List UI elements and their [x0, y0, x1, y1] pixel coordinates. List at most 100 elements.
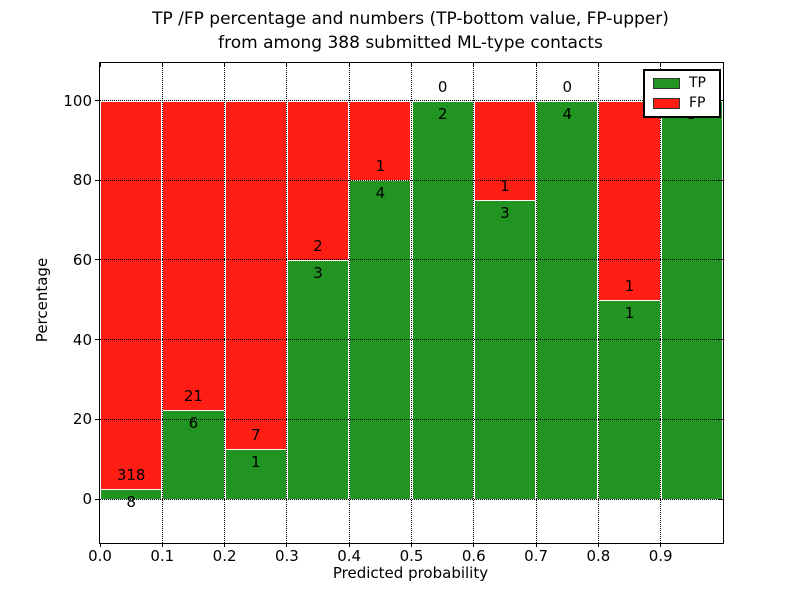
x-tick-mark [224, 543, 226, 547]
gridline-vertical [535, 63, 537, 543]
gridline-horizontal [100, 498, 723, 500]
y-tick-mark [95, 179, 99, 181]
y-tick-label: 40 [72, 330, 92, 349]
fp-count-label-0.7–0.8: 0 [562, 77, 573, 96]
x-tick-mark [286, 543, 288, 547]
plot-area: 318821671231402130411050.00.10.20.30.40.… [63, 62, 724, 565]
x-tick-mark [99, 543, 101, 547]
x-tick-mark [535, 63, 537, 67]
bar-segment-tp-0.1–0.2 [162, 410, 225, 499]
tp-count-label-0.3–0.4: 3 [313, 263, 323, 282]
legend-label-fp: FP [689, 95, 706, 111]
fp-count-label-0.8–0.9: 1 [624, 276, 635, 295]
gridline-vertical [161, 63, 163, 543]
y-tick-label: 60 [72, 250, 92, 269]
y-tick-label: 0 [82, 490, 92, 508]
bar-segment-tp-0.0–0.1 [100, 489, 163, 499]
bar-segment-fp-0.0–0.1 [100, 100, 163, 490]
legend-entry-tp: TP [653, 74, 713, 93]
x-tick-mark [99, 63, 101, 67]
tp-count-label-0.8–0.9: 1 [624, 303, 635, 322]
tp-count-label-0.6–0.7: 3 [500, 204, 510, 223]
gridline-vertical [224, 63, 226, 543]
legend-label-tp: TP [689, 75, 706, 91]
x-tick-mark [660, 63, 662, 67]
tp-swatch-icon [653, 78, 680, 89]
y-tick-label: 80 [72, 171, 92, 190]
fp-count-label-0.1–0.2: 21 [183, 387, 203, 406]
tp-count-label-0.2–0.3: 1 [250, 453, 261, 472]
y-tick-mark [719, 100, 723, 101]
x-tick-label: 0.8 [586, 547, 611, 565]
y-tick-mark [95, 498, 99, 500]
x-tick-label: 0.5 [399, 547, 424, 565]
x-axis-label: Predicted probability [332, 564, 489, 582]
y-tick-label: 20 [72, 410, 92, 429]
y-tick-mark [95, 339, 99, 341]
x-tick-mark [597, 63, 599, 67]
y-tick-mark [719, 179, 723, 181]
gridline-horizontal [100, 179, 723, 181]
y-tick-mark [95, 100, 99, 101]
x-tick-mark [348, 63, 350, 67]
tp-count-label-0.1–0.2: 6 [188, 414, 199, 433]
fp-count-label-0.6–0.7: 1 [500, 177, 510, 196]
y-tick-mark [719, 339, 723, 341]
bar-segment-tp-0.8–0.9 [598, 299, 661, 499]
y-tick-mark [95, 418, 99, 420]
x-tick-mark [286, 63, 288, 67]
x-tick-label: 0.6 [461, 547, 486, 565]
bar-segment-tp-0.5–0.6 [411, 100, 474, 499]
tp-count-label-0.5–0.6: 2 [437, 104, 448, 123]
fp-count-label-0.5–0.6: 0 [437, 77, 448, 96]
x-tick-mark [597, 543, 599, 547]
y-axis-label: Percentage [33, 257, 51, 343]
chart-title-line2: from among 388 submitted ML-type contact… [218, 33, 603, 53]
gridline-horizontal [100, 100, 723, 101]
legend-entry-fp: FP [653, 94, 713, 113]
bar-segment-tp-0.7–0.8 [536, 100, 599, 499]
gridline-vertical [411, 63, 412, 543]
x-tick-mark [473, 63, 475, 67]
x-tick-mark [161, 543, 163, 547]
x-tick-label: 0.0 [88, 547, 112, 565]
gridline-horizontal [100, 418, 723, 420]
x-tick-label: 0.9 [648, 547, 673, 565]
gridline-vertical [348, 63, 350, 543]
gridline-vertical [286, 63, 288, 543]
x-tick-mark [535, 543, 537, 547]
gridline-vertical [473, 63, 475, 543]
legend-box: TP FP [643, 69, 721, 118]
x-tick-label: 0.4 [337, 547, 362, 565]
bar-segment-fp-0.2–0.3 [224, 100, 287, 450]
x-tick-label: 0.2 [212, 547, 237, 565]
x-tick-mark [411, 63, 412, 67]
fp-count-label-0.3–0.4: 2 [313, 236, 323, 255]
x-tick-mark [473, 543, 475, 547]
fp-count-label-0.2–0.3: 7 [250, 426, 261, 445]
bar-segment-tp-0.3–0.4 [286, 259, 350, 499]
bar-segment-fp-0.8–0.9 [598, 100, 661, 300]
bar-segment-tp-0.2–0.3 [224, 449, 287, 499]
y-tick-mark [719, 498, 723, 500]
fp-count-label-0.0–0.1: 318 [116, 466, 146, 485]
fp-swatch-icon [653, 98, 680, 109]
x-tick-mark [161, 63, 163, 67]
bar-segment-tp-0.9–1.0 [660, 100, 723, 499]
tp-count-label-0.4–0.5: 4 [375, 184, 386, 203]
y-tick-label: 100 [63, 91, 92, 110]
gridline-vertical [597, 63, 599, 543]
fp-count-label-0.4–0.5: 1 [375, 157, 386, 176]
x-tick-mark [660, 543, 662, 547]
x-tick-label: 0.3 [274, 547, 299, 565]
x-tick-label: 0.7 [524, 547, 549, 565]
chart-title-line1: TP /FP percentage and numbers (TP-bottom… [152, 9, 669, 29]
tp-count-label-0.7–0.8: 4 [562, 104, 573, 123]
y-tick-mark [95, 259, 99, 261]
gridline-horizontal [100, 339, 723, 341]
x-tick-label: 0.1 [150, 547, 175, 565]
x-tick-mark [411, 543, 412, 547]
gridline-horizontal [100, 259, 723, 261]
x-tick-mark [348, 543, 350, 547]
